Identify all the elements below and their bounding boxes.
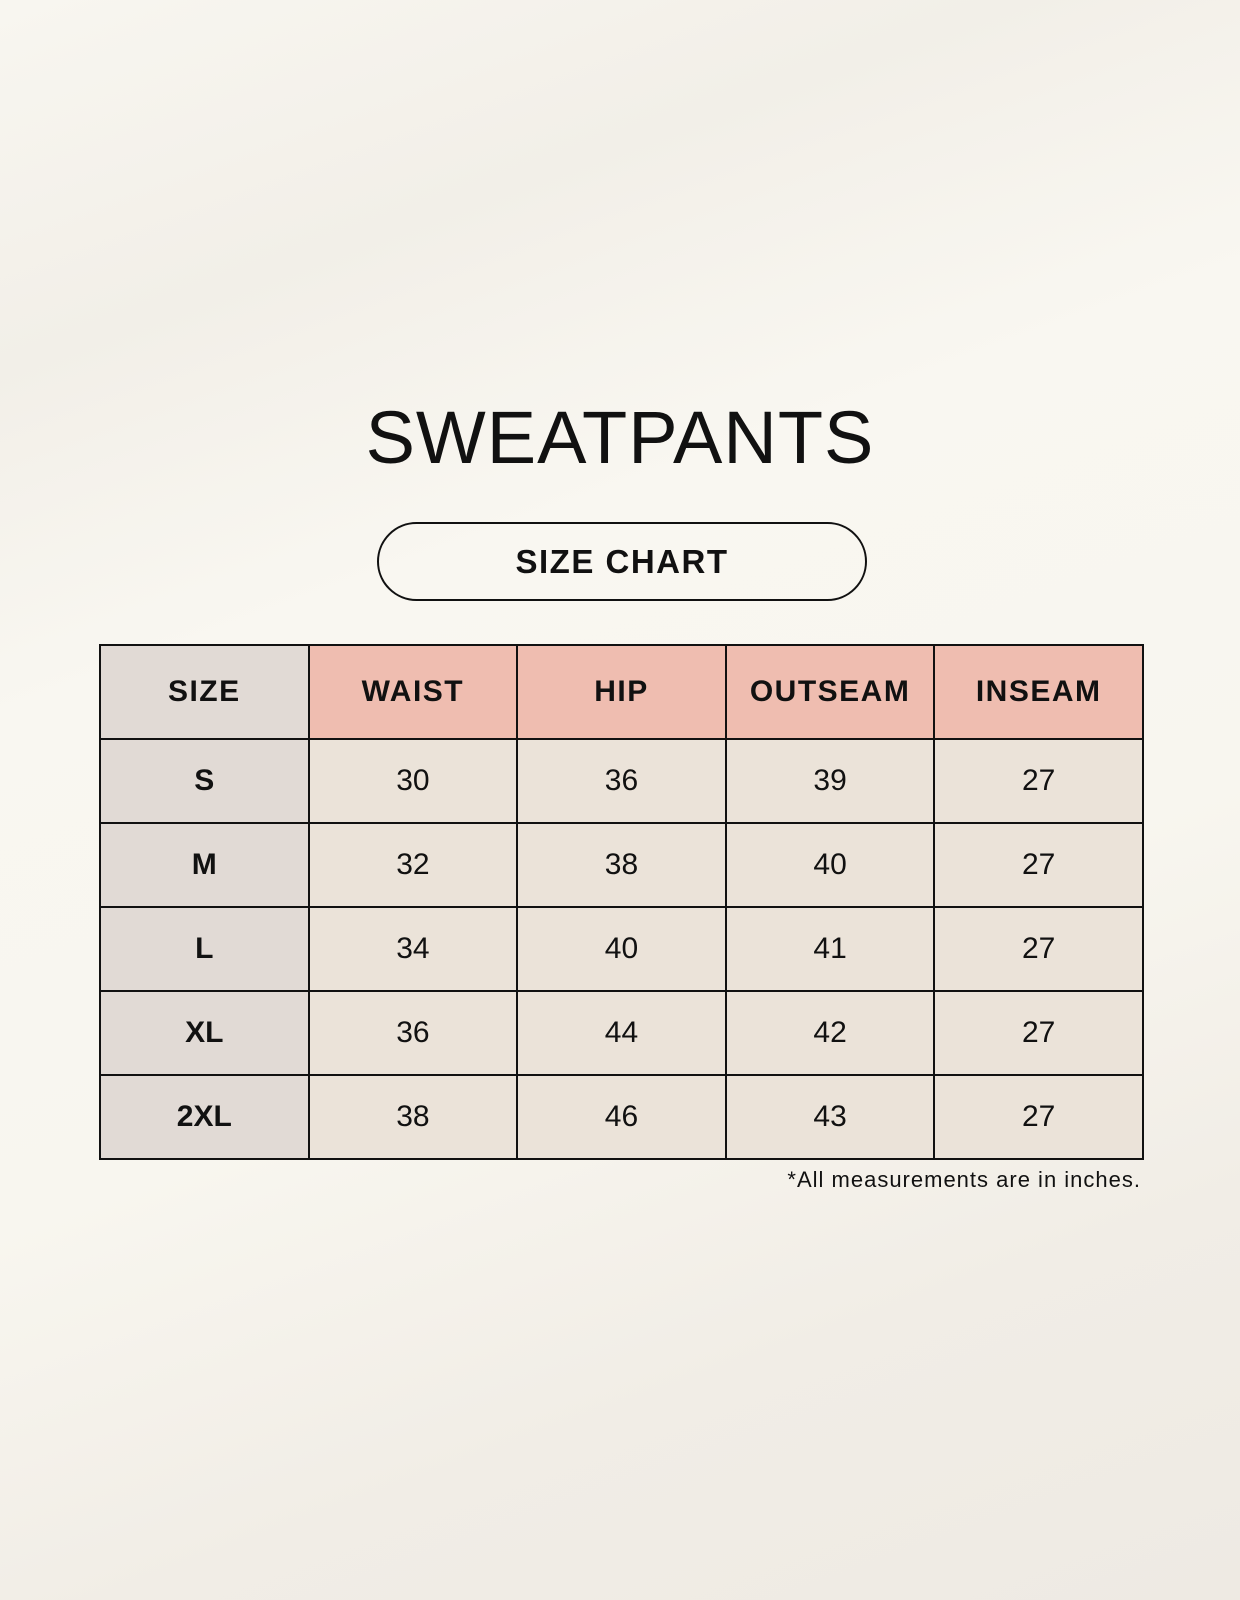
footnote: *All measurements are in inches. xyxy=(787,1167,1141,1192)
column-header: OUTSEAM xyxy=(724,644,936,740)
column-header: SIZE xyxy=(99,644,310,740)
measurement-cell: 40 xyxy=(724,822,936,908)
measurement-cell: 27 xyxy=(933,1074,1144,1160)
measurement-cell: 42 xyxy=(724,990,936,1076)
measurement-cell: 27 xyxy=(933,822,1144,908)
measurement-cell: 44 xyxy=(516,990,727,1076)
size-cell: M xyxy=(99,822,310,908)
table-row: L 34 40 41 27 xyxy=(99,906,1144,992)
measurement-cell: 38 xyxy=(307,1074,519,1160)
measurement-cell: 43 xyxy=(724,1074,936,1160)
measurement-cell: 39 xyxy=(724,738,936,824)
measurement-cell: 41 xyxy=(724,906,936,992)
measurement-cell: 36 xyxy=(516,738,727,824)
table-row: M 32 38 40 27 xyxy=(99,822,1144,908)
measurement-cell: 32 xyxy=(307,822,519,908)
size-cell: XL xyxy=(99,990,310,1076)
size-cell: S xyxy=(99,738,310,824)
measurement-cell: 34 xyxy=(307,906,519,992)
measurement-cell: 38 xyxy=(516,822,727,908)
measurement-cell: 30 xyxy=(307,738,519,824)
page-title: SWEATPANTS xyxy=(365,396,875,479)
size-table: SIZE WAIST HIP OUTSEAM INSEAM S 30 36 39 27 M 32 38… xyxy=(99,644,1144,1160)
measurement-cell: 46 xyxy=(516,1074,727,1160)
size-chart-label: SIZE CHART xyxy=(377,522,867,601)
measurement-cell: 27 xyxy=(933,990,1144,1076)
column-header: WAIST xyxy=(307,644,519,740)
size-cell: L xyxy=(99,906,310,992)
measurement-cell: 27 xyxy=(933,738,1144,824)
column-header: INSEAM xyxy=(933,644,1144,740)
table-row: XL 36 44 42 27 xyxy=(99,990,1144,1076)
measurement-cell: 36 xyxy=(307,990,519,1076)
table-row: 2XL 38 46 43 27 xyxy=(99,1074,1144,1160)
table-row: S 30 36 39 27 xyxy=(99,738,1144,824)
size-cell: 2XL xyxy=(99,1074,310,1160)
measurement-cell: 40 xyxy=(516,906,727,992)
header-row: SIZE WAIST HIP OUTSEAM INSEAM xyxy=(99,644,1144,740)
measurement-cell: 27 xyxy=(933,906,1144,992)
column-header: HIP xyxy=(516,644,727,740)
